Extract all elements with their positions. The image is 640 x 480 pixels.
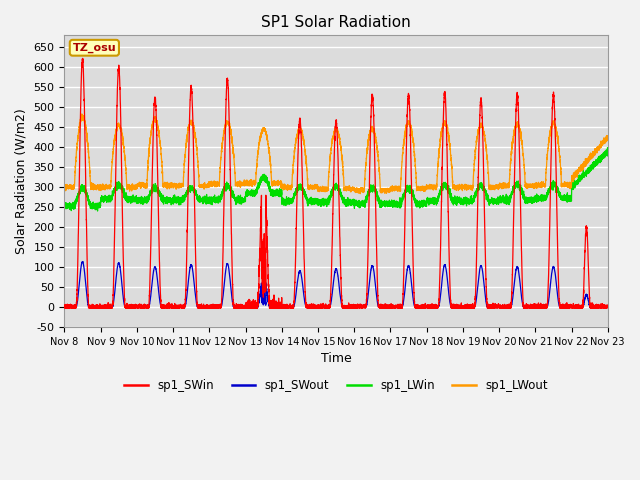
sp1_SWout <box>79 259 86 264</box>
sp1_LWout <box>509 134 517 140</box>
sp1_LWin <box>61 202 68 208</box>
sp1_LWout <box>490 184 497 190</box>
sp1_LWin <box>468 198 476 204</box>
sp1_LWout <box>275 181 282 187</box>
Text: TZ_osu: TZ_osu <box>72 43 116 53</box>
sp1_LWin <box>495 199 502 204</box>
sp1_SWout <box>242 305 250 311</box>
sp1_SWin <box>61 302 68 308</box>
sp1_LWout <box>495 185 502 191</box>
sp1_SWout <box>289 304 297 310</box>
sp1_LWout <box>78 111 86 117</box>
sp1_SWin <box>490 305 497 311</box>
Line: sp1_LWout: sp1_LWout <box>65 114 608 194</box>
sp1_LWout <box>468 183 476 189</box>
sp1_SWin <box>604 304 612 310</box>
sp1_SWout <box>61 304 68 310</box>
Line: sp1_LWin: sp1_LWin <box>65 148 608 211</box>
sp1_LWin <box>604 145 611 151</box>
sp1_SWin <box>509 230 517 236</box>
sp1_SWin <box>79 56 86 61</box>
sp1_LWin <box>275 193 282 199</box>
sp1_LWout <box>356 191 364 197</box>
sp1_LWin <box>490 199 497 204</box>
Line: sp1_SWin: sp1_SWin <box>65 59 608 308</box>
sp1_SWout <box>604 304 612 310</box>
sp1_LWout <box>604 133 612 139</box>
sp1_LWin <box>93 208 101 214</box>
sp1_SWout <box>495 304 502 310</box>
sp1_SWout <box>468 304 476 310</box>
sp1_SWin <box>275 299 282 305</box>
sp1_LWin <box>289 195 297 201</box>
Line: sp1_SWout: sp1_SWout <box>65 262 608 308</box>
sp1_LWout <box>289 160 297 166</box>
sp1_SWin <box>495 304 502 310</box>
sp1_SWin <box>61 305 68 311</box>
Y-axis label: Solar Radiation (W/m2): Solar Radiation (W/m2) <box>15 108 28 254</box>
sp1_LWin <box>509 189 517 194</box>
Legend: sp1_SWin, sp1_SWout, sp1_LWin, sp1_LWout: sp1_SWin, sp1_SWout, sp1_LWin, sp1_LWout <box>120 374 553 396</box>
sp1_SWout <box>509 290 517 296</box>
sp1_SWin <box>289 302 297 308</box>
sp1_SWout <box>490 304 497 310</box>
sp1_SWout <box>275 303 282 309</box>
X-axis label: Time: Time <box>321 352 351 365</box>
sp1_LWout <box>61 184 68 190</box>
sp1_SWin <box>468 305 476 311</box>
sp1_LWin <box>604 149 612 155</box>
Title: SP1 Solar Radiation: SP1 Solar Radiation <box>261 15 411 30</box>
